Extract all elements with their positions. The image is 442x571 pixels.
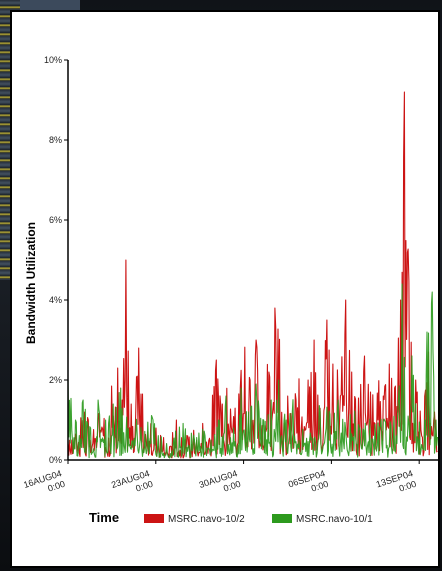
- x-axis-title: Time: [89, 510, 119, 525]
- legend-label-msrc-navo-10-2: MSRC.navo-10/2: [168, 514, 245, 525]
- legend-label-msrc-navo-10-1: MSRC.navo-10/1: [296, 514, 373, 525]
- chart-panel: [10, 10, 440, 568]
- legend-swatch-msrc-navo-10-1: [272, 514, 292, 523]
- series-line-msrc-navo-10-2: [67, 91, 438, 459]
- series-line-msrc-navo-10-1: [67, 283, 439, 459]
- y-tick-label: 4%: [49, 295, 62, 305]
- background-top-patch: [20, 0, 80, 12]
- y-tick-label: 0%: [49, 455, 62, 465]
- y-tick-label: 6%: [49, 215, 62, 225]
- legend-swatch-msrc-navo-10-2: [144, 514, 164, 523]
- y-tick-label: 2%: [49, 375, 62, 385]
- y-axis-title: Bandwidth Utilization: [24, 222, 38, 344]
- y-tick-label: 8%: [49, 135, 62, 145]
- legend: MSRC.navo-10/2 MSRC.navo-10/1: [144, 514, 373, 525]
- chart-axes: [64, 59, 438, 464]
- y-tick-label: 10%: [44, 55, 62, 65]
- chart-series: [67, 91, 439, 459]
